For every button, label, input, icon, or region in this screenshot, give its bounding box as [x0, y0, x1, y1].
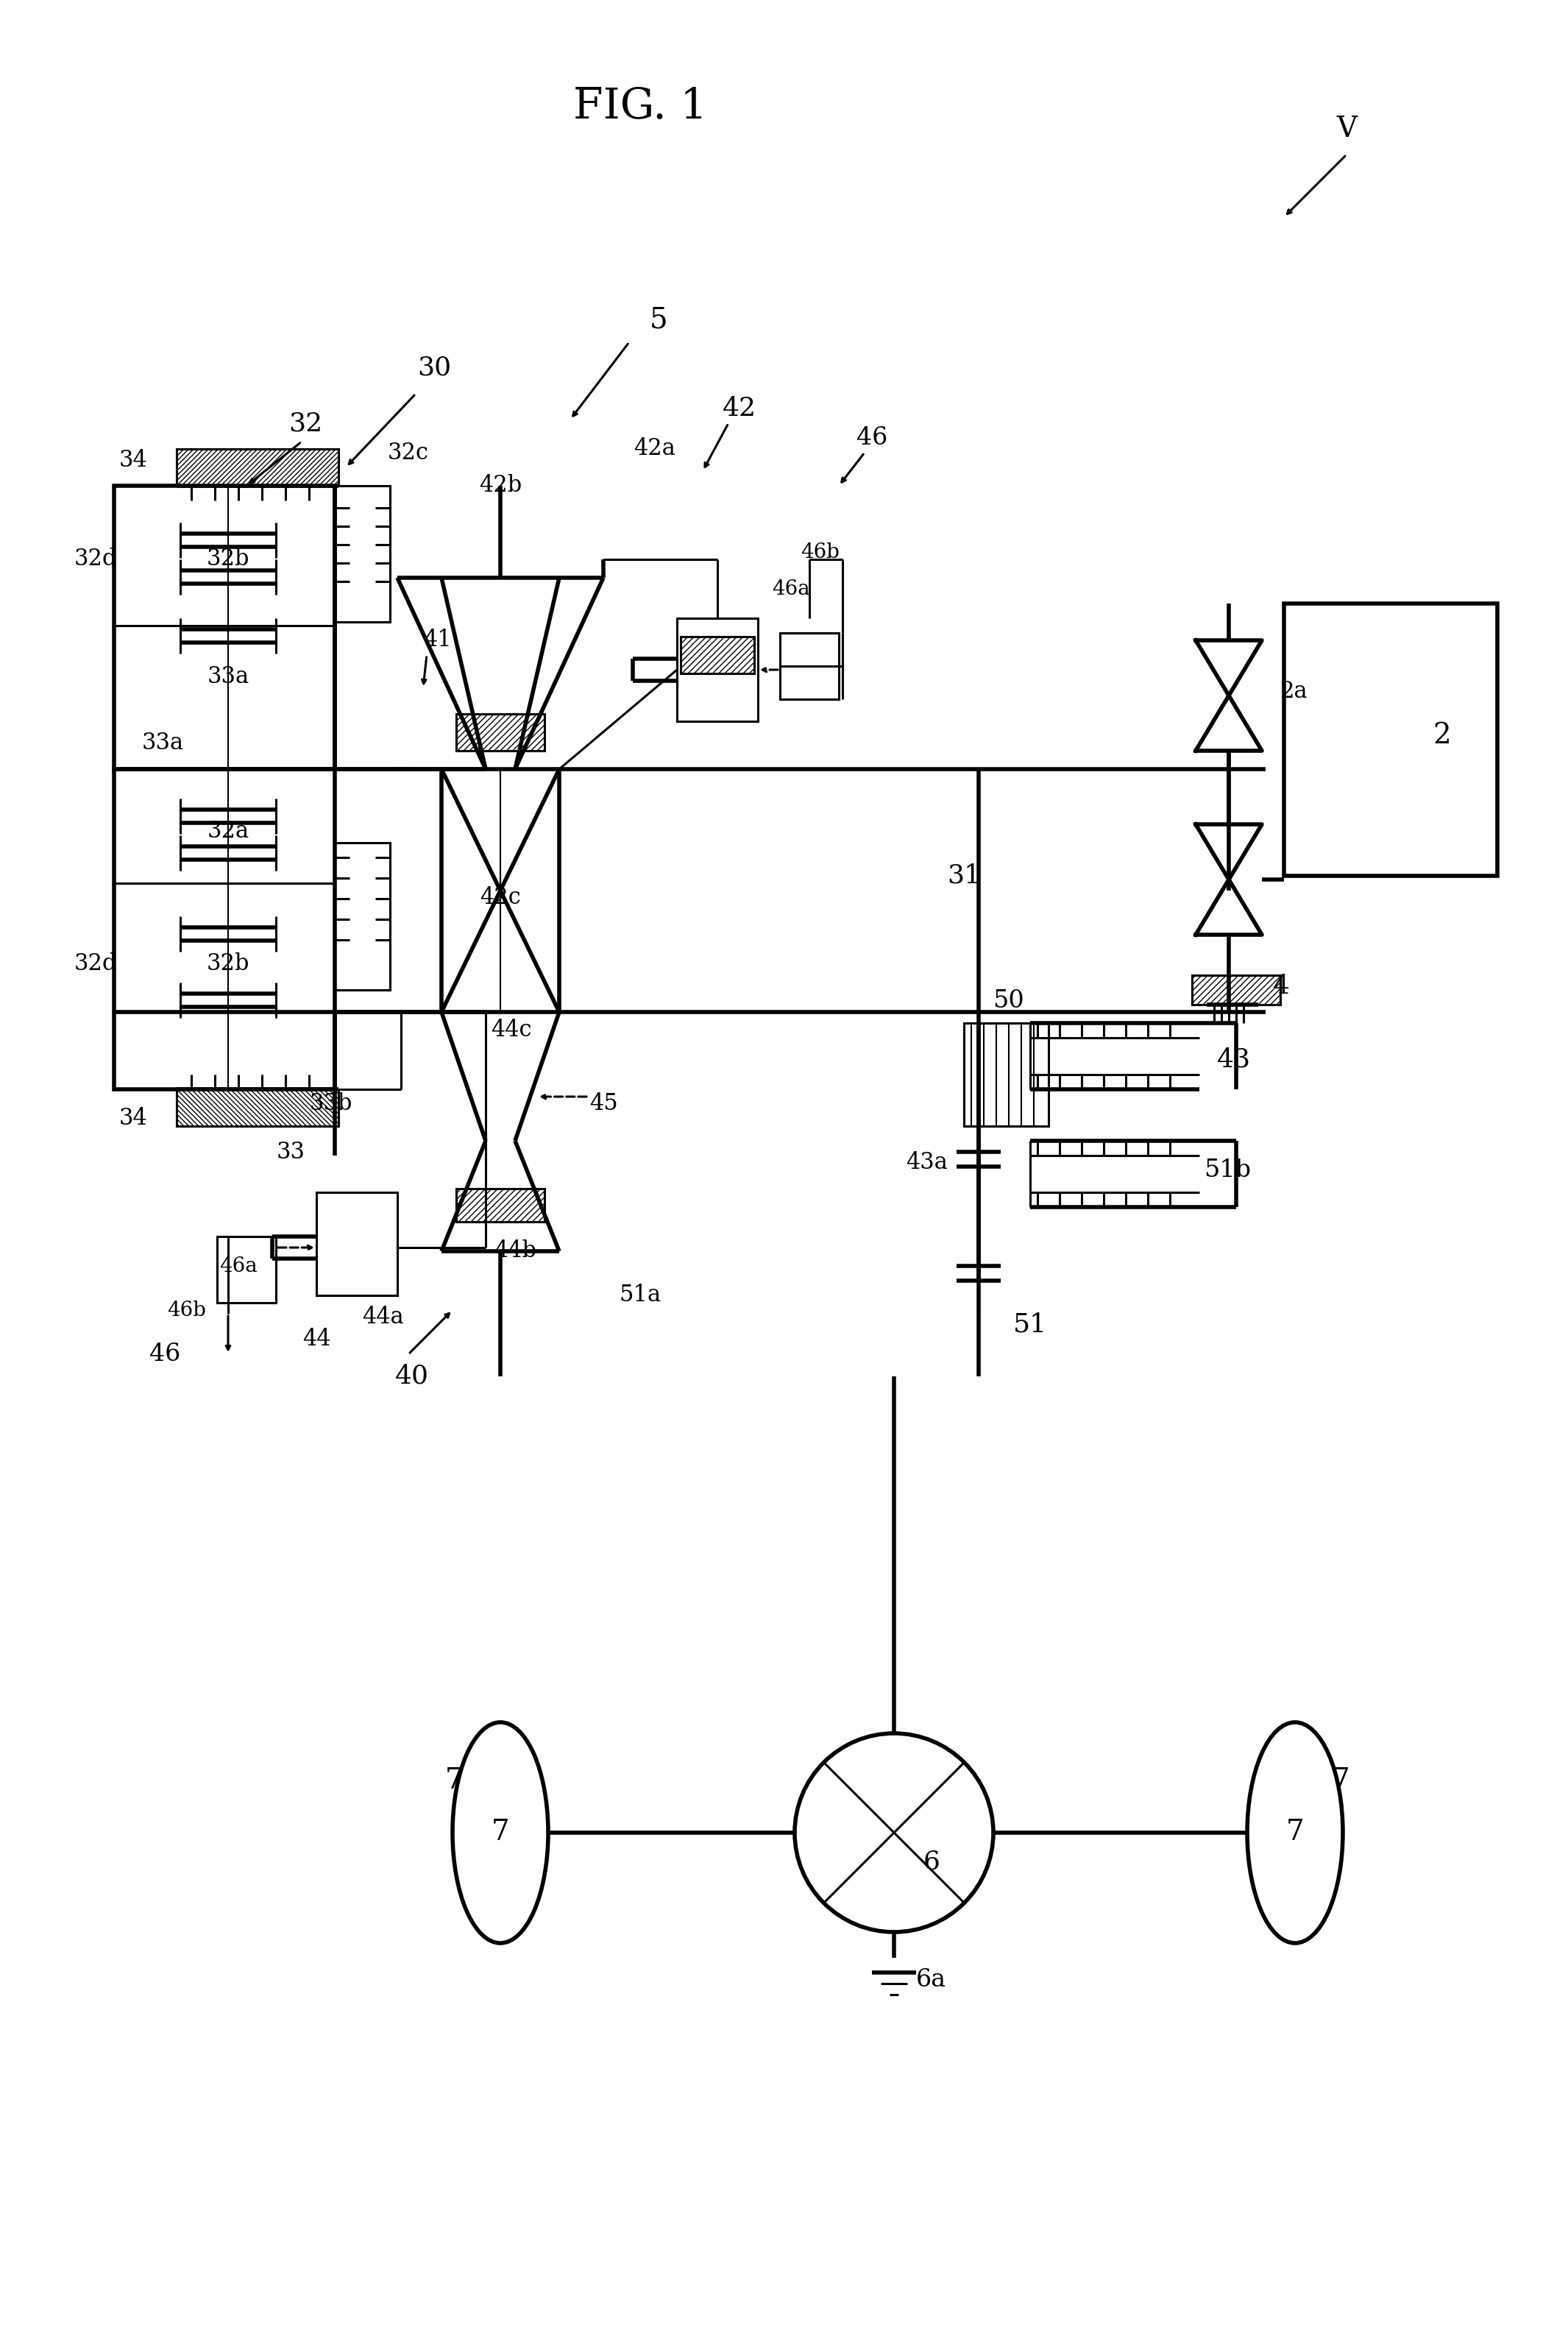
Text: 7: 7 [445, 1768, 464, 1794]
Bar [336, 843, 390, 991]
Text: V: V [1336, 115, 1356, 143]
Text: 32a: 32a [207, 820, 249, 843]
Text: 32b: 32b [207, 953, 249, 977]
Text: 44: 44 [303, 1328, 331, 1351]
Text: 32c: 32c [387, 440, 430, 464]
Text: 4: 4 [1273, 974, 1290, 998]
Text: 33a: 33a [207, 665, 249, 689]
Bar [681, 637, 754, 674]
Text: 44a: 44a [362, 1307, 403, 1328]
Bar [456, 714, 544, 752]
Text: 46: 46 [856, 426, 887, 450]
Bar [677, 618, 757, 721]
Text: 33b: 33b [309, 1094, 353, 1115]
Text: 50: 50 [993, 988, 1024, 1012]
Text: 46a: 46a [771, 578, 811, 600]
Bar [114, 485, 336, 768]
Bar [964, 1023, 1049, 1127]
Text: 32: 32 [289, 410, 323, 436]
Bar [456, 1190, 544, 1223]
Text: FIG. 1: FIG. 1 [572, 87, 707, 126]
Text: 51a: 51a [619, 1283, 662, 1307]
Text: 6: 6 [924, 1850, 941, 1874]
Text: 43a: 43a [906, 1152, 949, 1173]
Text: 42a: 42a [633, 438, 676, 461]
Text: 32d: 32d [74, 548, 118, 571]
Text: 42: 42 [723, 396, 756, 422]
Bar [1192, 974, 1281, 1005]
Bar [336, 485, 390, 623]
Text: 5: 5 [649, 307, 668, 335]
Bar [779, 632, 839, 700]
Text: 7: 7 [491, 1820, 510, 1845]
Text: 51: 51 [1013, 1312, 1047, 1337]
Text: 7: 7 [1331, 1768, 1350, 1794]
Text: 2: 2 [1433, 721, 1452, 749]
Bar [177, 1089, 339, 1127]
Text: 34: 34 [119, 1108, 147, 1131]
Text: 7: 7 [1286, 1820, 1305, 1845]
Bar [1284, 604, 1497, 876]
Text: 34: 34 [119, 450, 147, 471]
Bar [177, 450, 339, 485]
Text: 46: 46 [149, 1342, 180, 1365]
Text: 32b: 32b [207, 548, 249, 571]
Text: 33: 33 [276, 1141, 306, 1164]
Text: 44c: 44c [491, 1019, 532, 1042]
Text: 45: 45 [590, 1094, 618, 1115]
Text: 43: 43 [1217, 1047, 1251, 1073]
Text: 2a: 2a [1281, 682, 1308, 703]
Text: 46b: 46b [168, 1300, 205, 1321]
Text: 40: 40 [395, 1363, 430, 1389]
Bar [114, 768, 336, 1089]
Text: 42b: 42b [478, 475, 522, 497]
Text: 31: 31 [947, 864, 982, 888]
Text: 41: 41 [423, 630, 452, 651]
Text: 32d: 32d [74, 953, 118, 977]
Bar [216, 1237, 276, 1302]
Text: 42c: 42c [480, 888, 521, 909]
Bar [317, 1192, 397, 1295]
Text: 51b: 51b [1204, 1159, 1251, 1183]
Text: 33a: 33a [143, 733, 183, 754]
Text: 46a: 46a [220, 1255, 257, 1276]
Text: 30: 30 [417, 356, 452, 379]
Text: 6a: 6a [916, 1967, 947, 1991]
Text: 46b: 46b [801, 541, 840, 562]
Text: 44b: 44b [494, 1239, 536, 1262]
